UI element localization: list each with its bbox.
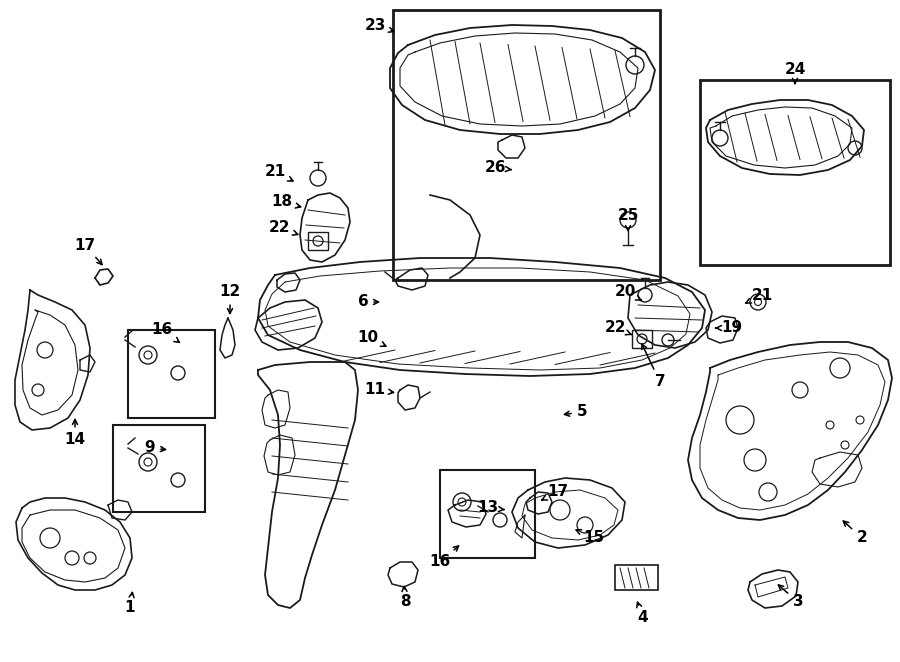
Bar [632,330,652,348]
Text: 26: 26 [484,160,511,175]
Text: 16: 16 [429,546,459,569]
Bar [393,10,660,280]
Text: 17: 17 [542,485,569,500]
Text: 1: 1 [125,592,135,616]
Text: 16: 16 [151,322,179,342]
Bar [440,470,535,558]
Text: 23: 23 [364,17,394,32]
Text: 22: 22 [604,320,632,336]
Bar [700,80,890,265]
Bar [615,565,658,590]
Text: 17: 17 [75,238,102,265]
Text: 20: 20 [615,285,642,300]
Text: 6: 6 [357,295,379,310]
Text: 4: 4 [637,602,648,626]
Text: 22: 22 [269,220,298,236]
Text: 3: 3 [778,585,804,610]
Text: 7: 7 [642,344,665,389]
Text: 21: 21 [265,164,293,181]
Bar [308,232,328,250]
Text: 13: 13 [477,500,504,516]
Text: 19: 19 [716,320,742,336]
Text: 14: 14 [65,420,86,448]
Text: 21: 21 [746,287,772,303]
Text: 15: 15 [576,530,605,545]
Text: 8: 8 [400,587,410,610]
Text: 10: 10 [357,330,386,346]
Text: 11: 11 [364,383,393,397]
Text: 24: 24 [784,62,806,83]
Bar [128,330,215,418]
Text: 5: 5 [564,404,588,420]
Text: 12: 12 [220,285,240,314]
Text: 18: 18 [272,195,301,209]
Text: 9: 9 [145,440,166,455]
Text: 2: 2 [843,521,868,545]
Bar [113,425,205,512]
Text: 25: 25 [617,207,639,230]
